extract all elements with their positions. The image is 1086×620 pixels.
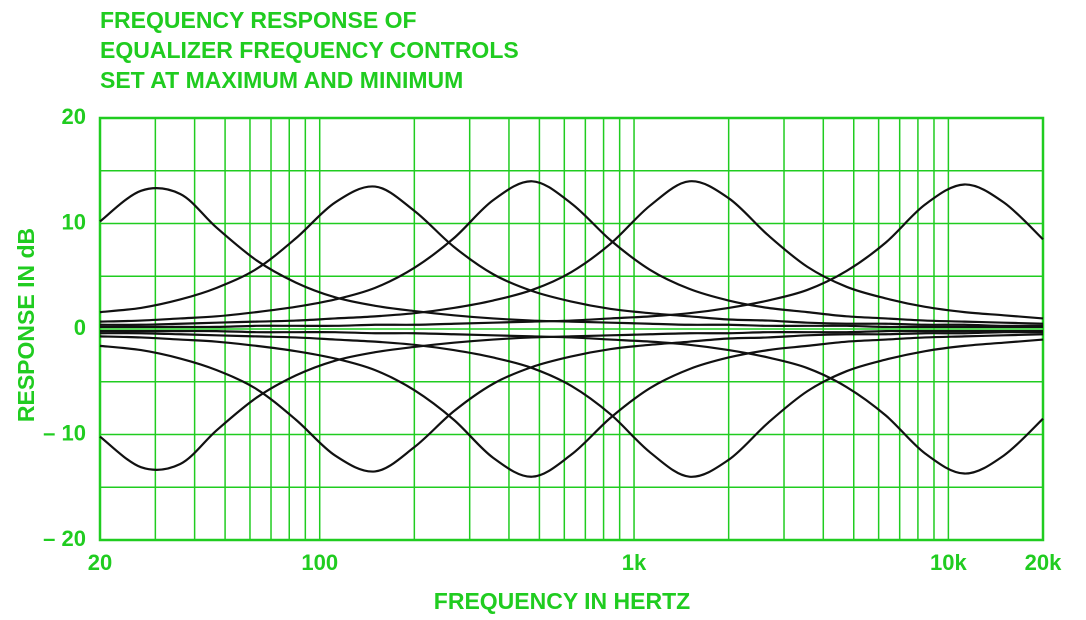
y-tick-label: 20 [62, 104, 86, 129]
chart-title: SET AT MAXIMUM AND MINIMUM [100, 67, 463, 93]
x-tick-label: 20 [88, 550, 112, 575]
series-line [100, 183, 1044, 329]
chart-title: FREQUENCY RESPONSE OF [100, 7, 417, 33]
x-axis-label: FREQUENCY IN HERTZ [434, 588, 690, 614]
series-line [99, 187, 1043, 329]
x-tick-label: 100 [301, 550, 338, 575]
series-line [99, 329, 1043, 471]
series-line [99, 180, 1044, 325]
x-tick-label: 1k [622, 550, 647, 575]
chart-title: EQUALIZER FREQUENCY CONTROLS [100, 37, 519, 63]
y-tick-label: – 10 [43, 420, 86, 445]
series-line [99, 330, 1044, 473]
series-line [100, 329, 1044, 475]
y-tick-label: 10 [62, 209, 86, 234]
y-tick-label: – 20 [43, 526, 86, 551]
y-axis-label: RESPONSE IN dB [13, 228, 39, 422]
x-tick-label: 10k [930, 550, 967, 575]
y-tick-label: 0 [74, 315, 86, 340]
series-line [99, 180, 1044, 326]
series-line [99, 185, 1044, 328]
plot-frame [98, 116, 1045, 542]
series-line [99, 333, 1044, 478]
x-tick-label: 20k [1025, 550, 1062, 575]
series-line [99, 332, 1044, 478]
